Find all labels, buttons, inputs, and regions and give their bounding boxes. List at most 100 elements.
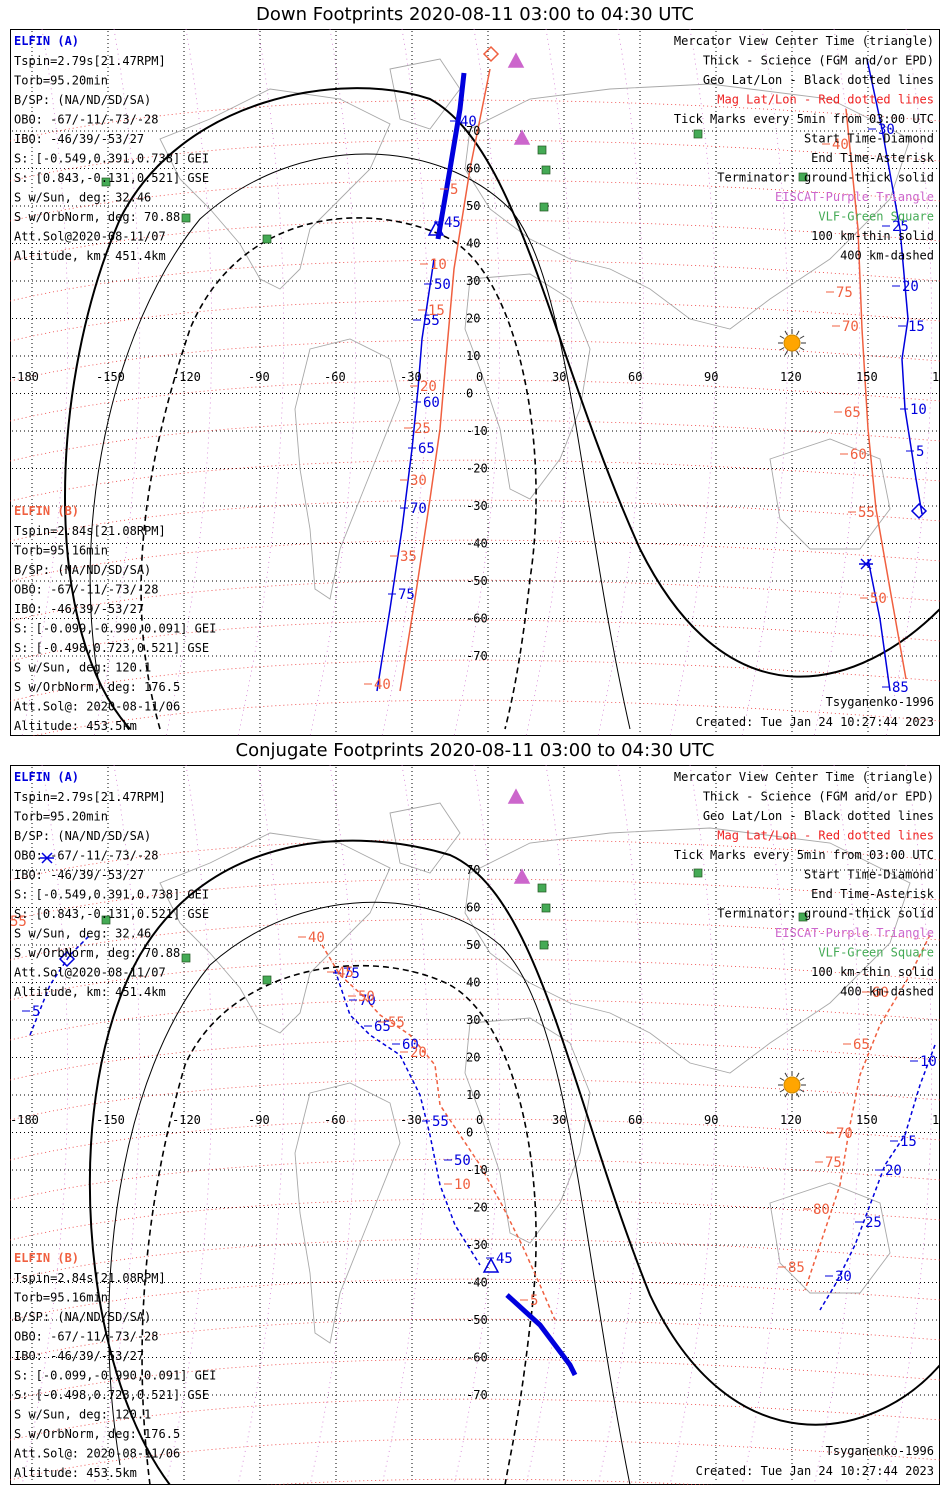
- legend-entry: 400 km-dashed: [840, 249, 934, 263]
- lon-tick-label: -180: [10, 1113, 39, 1127]
- lat-tick-label: 70: [466, 863, 480, 877]
- lat-tick-label: -70: [466, 649, 488, 663]
- elfin-a-track-conj: [334, 969, 481, 1266]
- mag-latitude-line: [10, 499, 940, 542]
- model-name: Tsyganenko-1996: [826, 695, 934, 709]
- mag-latitude-line: [10, 179, 940, 222]
- mag-latitude-line: [10, 1358, 940, 1401]
- elfin-a-info-line: S w/OrbNorm, deg: 70.88: [14, 210, 180, 224]
- eiscat-triangle: [507, 52, 525, 68]
- track-label: 50: [454, 1153, 471, 1169]
- end-time-asterisk: [40, 852, 54, 864]
- terminator-ground: [64, 87, 940, 730]
- lat-tick-label: 10: [466, 1088, 480, 1102]
- vlf-square: [798, 172, 808, 182]
- terminator-100km: [89, 153, 631, 730]
- vlf-square: [181, 953, 191, 963]
- elfin-a-info-line: S: [-0.549,0.391,0.738] GEI: [14, 152, 209, 166]
- lat-tick-label: 40: [466, 976, 480, 990]
- panel-title-down: Down Footprints 2020-08-11 03:00 to 04:3…: [256, 4, 694, 25]
- legend-entry: Mercator View Center Time (triangle): [674, 770, 934, 784]
- continent-outline: [464, 1017, 591, 1244]
- lat-tick-label: 20: [466, 312, 480, 326]
- track-label: 30: [835, 1269, 852, 1285]
- eiscat-triangle: [507, 788, 525, 804]
- vlf-square: [541, 165, 551, 175]
- track-label: 40: [374, 677, 391, 693]
- lon-tick-label: -180: [10, 370, 39, 384]
- elfin-a-info-line: B/SP: (NA/ND/SD/SA): [14, 829, 151, 843]
- continent-outline: [159, 832, 391, 1034]
- elfin-b-track-east: [845, 108, 907, 680]
- vlf-square: [539, 940, 549, 950]
- elfin-b-info-line: S w/OrbNorm, deg: 176.5: [14, 1427, 180, 1441]
- track-label: 45: [496, 1251, 513, 1267]
- legend-entry: Mercator View Center Time (triangle): [674, 34, 934, 48]
- legend-entry: Thick - Science (FGM and/or EPD): [703, 790, 934, 804]
- track-label: 65: [418, 441, 435, 457]
- legend-entry: End Time-Asterisk: [811, 887, 935, 901]
- model-name: Tsyganenko-1996: [826, 1444, 934, 1458]
- elfin-a-info-line: Tspin=2.79s[21.47RPM]: [14, 54, 166, 68]
- track-label: 60: [872, 985, 889, 1001]
- lon-tick-label: 180: [932, 1113, 940, 1127]
- track-label: 15: [428, 303, 445, 319]
- mag-latitude-line: [10, 878, 940, 921]
- elfin-b-info-line: S w/OrbNorm, deg: 176.5: [14, 680, 180, 694]
- legend-entry: Mag Lat/Lon - Red dotted lines: [717, 93, 934, 107]
- terminator-100km: [108, 901, 631, 1485]
- track-label: 70: [359, 993, 376, 1009]
- mag-latitude-line: [10, 99, 940, 142]
- continent-outline: [769, 438, 891, 550]
- lat-tick-label: -40: [466, 1276, 488, 1290]
- track-label: 65: [853, 1037, 870, 1053]
- track-label: 40: [460, 114, 477, 130]
- mag-latitude-line: [10, 998, 940, 1041]
- elfin-a-info-line: S w/Sun, deg: 32.46: [14, 191, 151, 205]
- track-label: 50: [870, 591, 887, 607]
- created-timestamp: Created: Tue Jan 24 10:27:44 2023: [696, 715, 934, 729]
- track-label: 30: [878, 122, 895, 138]
- elfin-a-info-line: Att.Sol@2020-08-11/07: [14, 966, 166, 980]
- mag-latitude-line: [10, 1318, 940, 1361]
- legend-entry: VLF-Green Square: [818, 210, 934, 224]
- mag-latitude-line: [10, 1198, 940, 1241]
- legend-entry: Tick Marks every 5min from 03:00 UTC: [674, 848, 934, 862]
- terminator-ground: [88, 839, 940, 1485]
- elfin-a-info-line: S: [0.843,-0.131,0.521] GSE: [14, 907, 209, 921]
- legend-entry: End Time-Asterisk: [811, 151, 935, 165]
- lon-tick-label: 0: [476, 370, 483, 384]
- mag-latitude-line: [10, 659, 940, 702]
- elfin-a-label: ELFIN (A): [14, 770, 79, 784]
- legend-entry: Start Time-Diamond: [804, 132, 934, 146]
- lat-tick-label: 30: [466, 274, 480, 288]
- elfin-b-track-down: [399, 68, 491, 692]
- track-label: 10: [454, 1177, 471, 1193]
- start-time-diamond: [58, 950, 76, 968]
- vlf-square: [539, 202, 549, 212]
- mag-latitude-line: [10, 1238, 940, 1281]
- elfin-a-info-line: B/SP: (NA/ND/SD/SA): [14, 93, 151, 107]
- mag-latitude-line: [10, 1158, 940, 1201]
- track-label: 25: [865, 1215, 882, 1231]
- lon-tick-label: -90: [248, 1113, 270, 1127]
- vlf-square: [262, 975, 272, 985]
- continents: [159, 58, 911, 600]
- map-frame: [10, 765, 940, 1485]
- elfin-b-info-line: S: [-0.498,0.723,0.521] GSE: [14, 1388, 209, 1402]
- conjugate-footprints-map: 7570656055504510152025305404550552051055…: [10, 765, 940, 1485]
- track-label: 80: [813, 1202, 830, 1218]
- lat-tick-label: -30: [466, 1238, 488, 1252]
- vlf-square: [537, 883, 547, 893]
- mag-latitude-line: [10, 1398, 940, 1441]
- track-label: 55: [858, 505, 875, 521]
- track-label: 75: [825, 1155, 842, 1171]
- vlf-square: [537, 145, 547, 155]
- elfin-b-label: ELFIN (B): [14, 1251, 79, 1265]
- elfin-a-info-line: Torb=95.20min: [14, 74, 108, 88]
- legend-entry: 400 km-dashed: [840, 985, 934, 999]
- track-label: 35: [400, 549, 417, 565]
- track-label: 10: [910, 402, 927, 418]
- mag-latitude-line: [10, 379, 940, 422]
- track-label: 20: [885, 1163, 902, 1179]
